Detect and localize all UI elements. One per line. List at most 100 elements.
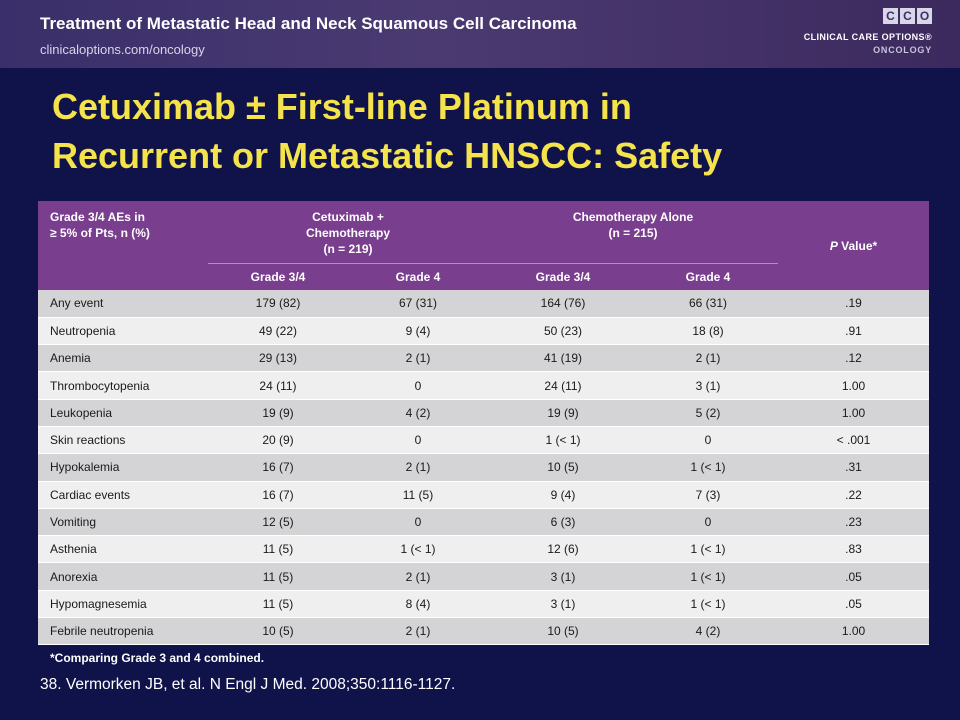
cell-cetuximab-grade34: 24 (11) — [208, 371, 348, 400]
cell-cetuximab-grade4: 2 (1) — [348, 453, 488, 482]
cell-chemo-grade4: 2 (1) — [638, 344, 778, 373]
header-cetuximab-line2: Chemotherapy — [305, 226, 391, 240]
cell-chemo-grade4: 1 (< 1) — [638, 453, 778, 482]
table-row: Neutropenia 49 (22) 9 (4) 50 (23) 18 (8) .91 — [38, 317, 929, 346]
cell-cetuximab-grade4: 2 (1) — [348, 562, 488, 591]
table-body: Any event 179 (82) 67 (31) 164 (76) 66 (31).… — [38, 290, 929, 646]
cell-cetuximab-grade34: 20 (9) — [208, 426, 348, 455]
subheader-cetuximab-grade4: Grade 4 — [348, 262, 488, 290]
cell-event: Febrile neutropenia — [38, 617, 208, 646]
cell-chemo-grade4: 1 (< 1) — [638, 590, 778, 619]
logo-letter-blocks: C C O — [883, 8, 932, 24]
cell-pvalue: 1.00 — [778, 371, 929, 400]
cell-chemo-grade34: 164 (76) — [488, 290, 638, 318]
cell-chemo-grade4: 5 (2) — [638, 399, 778, 427]
cell-cetuximab-grade34: 10 (5) — [208, 617, 348, 646]
table-footnote: *Comparing Grade 3 and 4 combined. — [50, 651, 265, 665]
cell-chemo-grade34: 19 (9) — [488, 399, 638, 427]
subheader-chemo-grade4: Grade 4 — [638, 262, 778, 290]
subheader-chemo-grade34: Grade 3/4 — [488, 262, 638, 290]
cell-pvalue: .05 — [778, 590, 929, 619]
cell-chemo-grade4: 3 (1) — [638, 371, 778, 400]
header-ae-column: Grade 3/4 AEs in ≥ 5% of Pts, n (%) — [38, 201, 208, 290]
logo-section-name: ONCOLOGY — [873, 45, 932, 55]
cell-cetuximab-grade34: 11 (5) — [208, 562, 348, 591]
logo-brand-name: CLINICAL CARE OPTIONS® — [803, 32, 932, 42]
header-ae-line1: Grade 3/4 AEs in — [50, 210, 145, 224]
cell-chemo-grade4: 7 (3) — [638, 481, 778, 509]
cell-chemo-grade4: 18 (8) — [638, 317, 778, 346]
table-row: Anorexia 11 (5) 2 (1) 3 (1) 1 (< 1) .05 — [38, 562, 929, 591]
table-header-row: Grade 3/4 AEs in ≥ 5% of Pts, n (%) Cetu… — [38, 201, 929, 263]
table-row: Any event 179 (82) 67 (31) 164 (76) 66 (31).… — [38, 290, 929, 318]
header-cetuximab-line1: Cetuximab + — [312, 210, 384, 224]
cell-event: Hypokalemia — [38, 453, 208, 482]
subheader-cetuximab-grade34: Grade 3/4 — [208, 262, 348, 290]
cell-event: Anorexia — [38, 562, 208, 591]
cell-cetuximab-grade4: 0 — [348, 371, 488, 400]
cell-chemo-grade4: 1 (< 1) — [638, 562, 778, 591]
cell-chemo-grade34: 10 (5) — [488, 453, 638, 482]
slide-title-line2: Recurrent or Metastatic HNSCC: Safety — [52, 135, 723, 176]
cell-pvalue: .83 — [778, 535, 929, 564]
cell-cetuximab-grade34: 29 (13) — [208, 344, 348, 373]
header-ae-line2: ≥ 5% of Pts, n (%) — [50, 226, 150, 240]
cell-pvalue: .91 — [778, 317, 929, 346]
cell-chemo-grade4: 0 — [638, 426, 778, 455]
header-cetuximab-group: Cetuximab + Chemotherapy (n = 219) — [208, 201, 488, 263]
cell-event: Neutropenia — [38, 317, 208, 346]
table-row: Anemia 29 (13) 2 (1) 41 (19) 2 (1) .12 — [38, 344, 929, 373]
cell-chemo-grade34: 12 (6) — [488, 535, 638, 564]
cell-cetuximab-grade34: 49 (22) — [208, 317, 348, 346]
cell-chemo-grade34: 6 (3) — [488, 508, 638, 537]
cell-chemo-grade34: 24 (11) — [488, 371, 638, 400]
cell-chemo-grade34: 9 (4) — [488, 481, 638, 509]
cell-chemo-grade34: 3 (1) — [488, 590, 638, 619]
cell-cetuximab-grade34: 11 (5) — [208, 590, 348, 619]
slide-title-line1: Cetuximab ± First-line Platinum in — [52, 86, 632, 127]
cell-cetuximab-grade4: 11 (5) — [348, 481, 488, 509]
cell-pvalue: .22 — [778, 481, 929, 509]
table-row: Leukopenia 19 (9) 4 (2) 19 (9) 5 (2) 1.00 — [38, 399, 929, 427]
cell-event: Thrombocytopenia — [38, 371, 208, 400]
header-chemo-line1: Chemotherapy Alone — [572, 210, 694, 224]
table-row: Hypomagnesemia 11 (5) 8 (4) 3 (1) 1 (< 1) .05 — [38, 590, 929, 619]
cell-chemo-grade34: 10 (5) — [488, 617, 638, 646]
cell-chemo-grade34: 41 (19) — [488, 344, 638, 373]
cell-event: Leukopenia — [38, 399, 208, 427]
cell-cetuximab-grade4: 9 (4) — [348, 317, 488, 346]
header-chemo-group: Chemotherapy Alone (n = 215) — [488, 201, 778, 263]
header-title: Treatment of Metastatic Head and Neck Sq… — [40, 14, 577, 33]
logo-letter: C — [900, 8, 915, 24]
table-row: Thrombocytopenia 24 (11) 0 24 (11) 3 (1) 1.00 — [38, 371, 929, 400]
cell-pvalue: .12 — [778, 344, 929, 373]
cell-pvalue: .31 — [778, 453, 929, 482]
cell-chemo-grade4: 0 — [638, 508, 778, 537]
slide-title: Cetuximab ± First-line Platinum in Recur… — [52, 82, 932, 180]
cell-pvalue: < .001 — [778, 426, 929, 455]
safety-table-container: Grade 3/4 AEs in ≥ 5% of Pts, n (%) Cetu… — [38, 201, 929, 646]
cell-cetuximab-grade34: 11 (5) — [208, 535, 348, 564]
cell-cetuximab-grade4: 8 (4) — [348, 590, 488, 619]
cell-chemo-grade34: 1 (< 1) — [488, 426, 638, 455]
cell-pvalue: .19 — [778, 290, 929, 318]
cell-event: Asthenia — [38, 535, 208, 564]
cell-cetuximab-grade4: 1 (< 1) — [348, 535, 488, 564]
cell-pvalue: 1.00 — [778, 399, 929, 427]
reference-citation: 38. Vermorken JB, et al. N Engl J Med. 2… — [40, 676, 456, 693]
cell-cetuximab-grade4: 2 (1) — [348, 344, 488, 373]
cell-cetuximab-grade4: 67 (31) — [348, 290, 488, 318]
header-band: Treatment of Metastatic Head and Neck Sq… — [0, 0, 960, 68]
cell-cetuximab-grade4: 4 (2) — [348, 399, 488, 427]
cell-pvalue: 1.00 — [778, 617, 929, 646]
cell-event: Hypomagnesemia — [38, 590, 208, 619]
cell-cetuximab-grade34: 12 (5) — [208, 508, 348, 537]
table-row: Hypokalemia 16 (7) 2 (1) 10 (5) 1 (< 1) .31 — [38, 453, 929, 482]
cell-cetuximab-grade34: 179 (82) — [208, 290, 348, 318]
cell-chemo-grade34: 3 (1) — [488, 562, 638, 591]
cell-chemo-grade4: 66 (31) — [638, 290, 778, 318]
logo-letter: O — [917, 8, 932, 24]
cell-pvalue: .05 — [778, 562, 929, 591]
cell-event: Anemia — [38, 344, 208, 373]
cell-cetuximab-grade34: 16 (7) — [208, 453, 348, 482]
